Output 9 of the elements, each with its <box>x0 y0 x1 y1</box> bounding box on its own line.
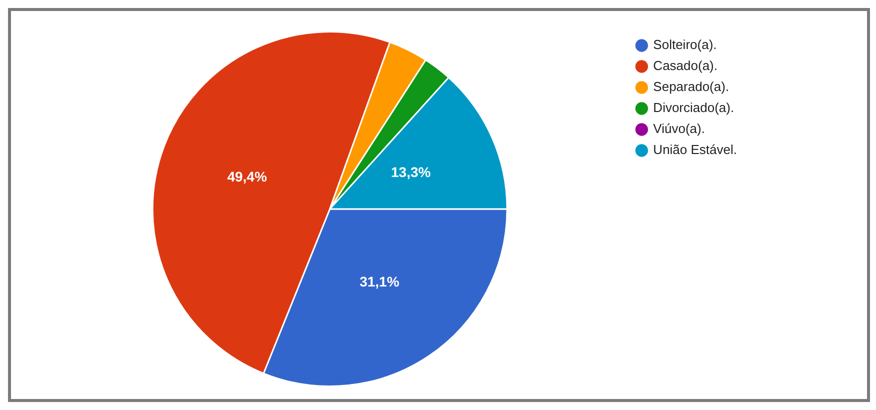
legend-label: Viúvo(a). <box>653 121 705 136</box>
data-label: 13,3% <box>390 164 432 180</box>
legend-label: União Estável. <box>653 142 738 158</box>
legend-label: Casado(a). <box>653 58 718 74</box>
data-label: 31,1% <box>360 273 400 290</box>
legend-label: Separado(a). <box>653 79 730 94</box>
data-label: 49,4% <box>227 168 268 184</box>
legend-label: Solteiro(a). <box>653 37 717 52</box>
legend-label: Divorciado(a). <box>653 100 734 116</box>
